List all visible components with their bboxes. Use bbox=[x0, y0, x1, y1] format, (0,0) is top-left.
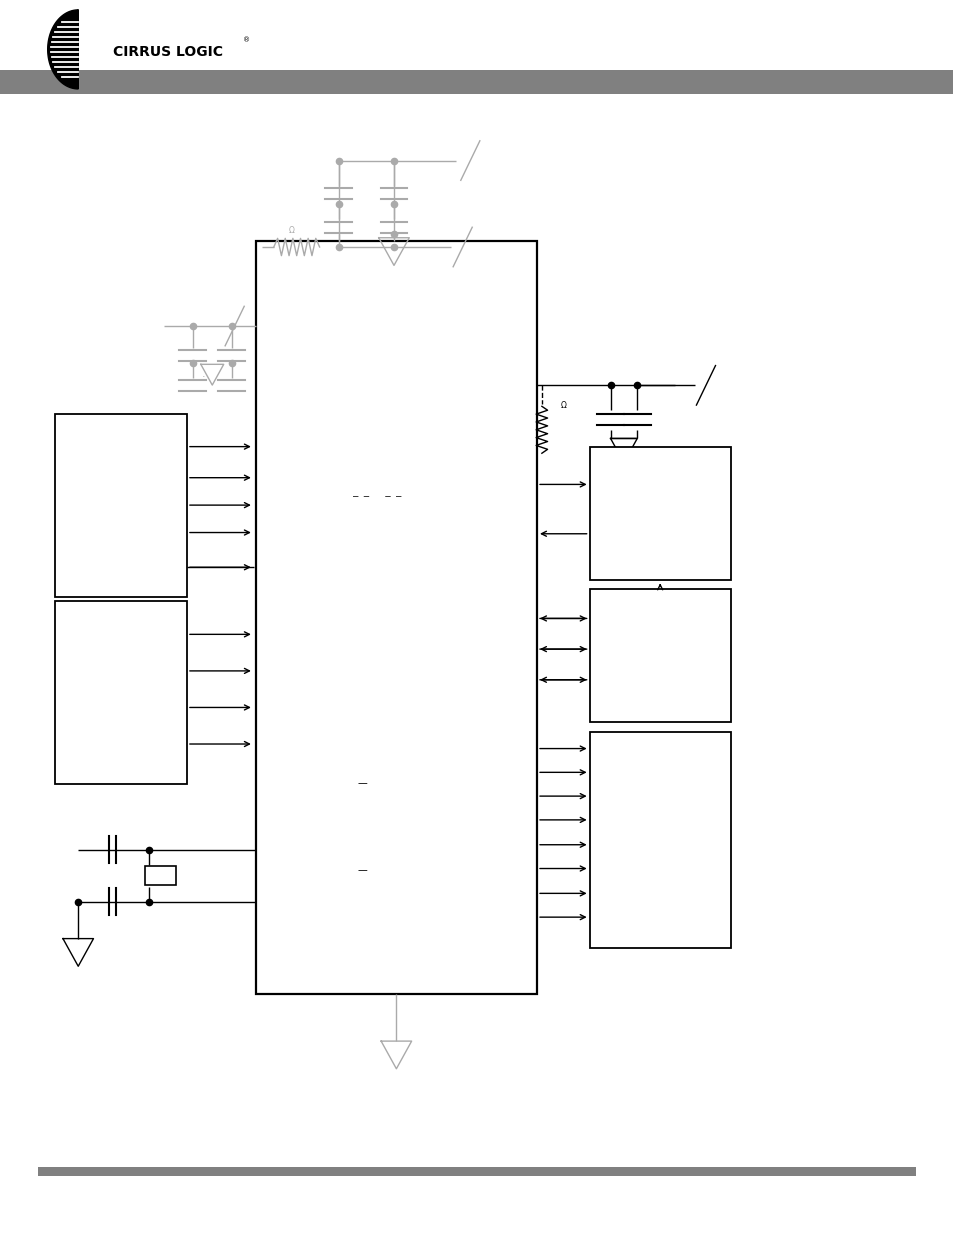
Text: ·: · bbox=[202, 373, 206, 383]
Text: —: — bbox=[357, 864, 367, 874]
Text: CIRRUS LOGIC: CIRRUS LOGIC bbox=[112, 44, 222, 59]
Text: Ω: Ω bbox=[560, 400, 566, 410]
Bar bbox=[589, 732, 730, 948]
Bar bbox=[589, 589, 730, 722]
Bar bbox=[0, 69, 953, 95]
Text: —: — bbox=[357, 778, 367, 788]
Bar bbox=[589, 447, 730, 580]
Bar bbox=[145, 866, 175, 885]
Bar bbox=[55, 601, 187, 784]
Polygon shape bbox=[48, 10, 78, 89]
Text: Ω: Ω bbox=[289, 226, 294, 236]
Bar bbox=[255, 241, 537, 994]
Text: — —   — —: — — — — bbox=[353, 493, 401, 501]
Bar bbox=[38, 1167, 915, 1176]
Bar bbox=[55, 414, 187, 597]
Text: ®: ® bbox=[243, 37, 250, 43]
